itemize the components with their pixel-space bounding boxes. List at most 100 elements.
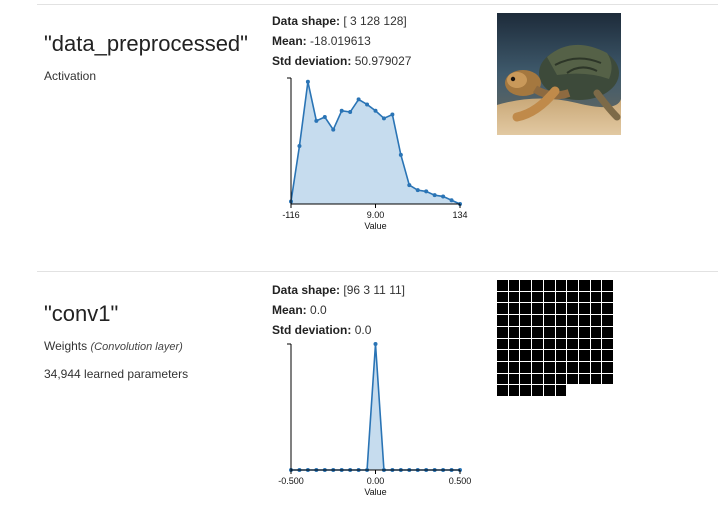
weight-filter-cell (520, 361, 532, 373)
data-point (339, 108, 344, 113)
weight-filter-cell (520, 303, 532, 315)
series-area (291, 81, 460, 204)
section-divider (37, 271, 718, 272)
weight-filter-cell (543, 280, 555, 291)
layer-type: Weights (Convolution layer) (44, 339, 183, 353)
weight-filter-cell (567, 303, 578, 315)
weight-filter-cell (590, 315, 602, 326)
weight-filter-cell (590, 338, 602, 350)
weights-histogram: -0.500 0.00 0.500 Value (278, 342, 471, 497)
weight-filter-cell (578, 315, 590, 326)
std-row: Std deviation: 50.979027 (272, 51, 411, 71)
weight-filter-cell (508, 373, 520, 385)
weight-filter-cell (590, 291, 602, 303)
weight-filter-cell (532, 361, 543, 373)
data-point (314, 118, 319, 123)
weight-filter-cell (602, 350, 614, 361)
x-axis-label: Value (364, 487, 386, 497)
weight-filter-cell (555, 315, 567, 326)
data-point (373, 342, 378, 346)
weight-filter-cell (497, 361, 508, 373)
weight-filter-cell (497, 315, 508, 326)
weight-filter-cell (532, 338, 543, 350)
weight-filter-cell (567, 326, 578, 338)
x-tick-label: 9.00 (367, 210, 385, 220)
weight-filter-cell (520, 280, 532, 291)
weight-filter-cell (532, 326, 543, 338)
data-shape-row: Data shape: [ 3 128 128] (272, 11, 411, 31)
weight-filter-cell (567, 350, 578, 361)
data-point (381, 116, 386, 121)
weight-filter-cell (578, 280, 590, 291)
weight-filter-cell (578, 326, 590, 338)
section-divider (37, 4, 718, 5)
weight-filter-cell (567, 373, 578, 385)
layer-stats: Data shape: [ 3 128 128] Mean: -18.01961… (272, 11, 411, 71)
weight-filter-cell (497, 326, 508, 338)
weight-filter-cell (567, 280, 578, 291)
weight-filter-cell (520, 291, 532, 303)
weight-filter-cell (578, 373, 590, 385)
data-point (305, 79, 310, 84)
weight-filter-cell (555, 361, 567, 373)
activation-histogram: -116 9.00 134 Value (282, 77, 468, 231)
turtle-photo-icon (497, 13, 621, 135)
data-shape-value: [ 3 128 128] (343, 14, 407, 28)
layer-type-label: Weights (44, 339, 88, 353)
x-tick-label: 0.00 (367, 476, 385, 486)
data-point (407, 183, 412, 188)
weight-filter-cell (590, 350, 602, 361)
data-point (432, 193, 437, 198)
data-point (373, 108, 378, 113)
weight-filter-cell (543, 385, 555, 397)
weight-filter-cell (508, 385, 520, 397)
learned-params: 34,944 learned parameters (44, 367, 189, 381)
weight-filter-cell (520, 315, 532, 326)
weight-filter-cell (508, 350, 520, 361)
weight-filter-cell (555, 338, 567, 350)
weight-filter-cell (520, 373, 532, 385)
x-tick-label: -116 (282, 210, 299, 220)
mean-value: 0.0 (310, 303, 327, 317)
layer-stats: Data shape: [96 3 11 11] Mean: 0.0 Std d… (272, 280, 405, 340)
weight-filter-cell (602, 361, 614, 373)
x-axis-label: Value (364, 221, 386, 231)
std-value: 0.0 (354, 323, 372, 337)
data-shape-row: Data shape: [96 3 11 11] (272, 280, 405, 300)
weight-filter-cell (508, 326, 520, 338)
weight-filter-cell (567, 361, 578, 373)
mean-label: Mean: (272, 34, 307, 48)
std-row: Std deviation: 0.0 (272, 320, 405, 340)
weight-filter-cell (543, 361, 555, 373)
weight-filter-cell (590, 326, 602, 338)
weight-filter-cell (508, 338, 520, 350)
weight-filter-cell (532, 303, 543, 315)
data-point (356, 97, 361, 102)
weight-filter-cell (555, 303, 567, 315)
data-point (398, 152, 403, 157)
weight-filter-cell (532, 315, 543, 326)
weight-filter-cell (532, 280, 543, 291)
data-point (449, 198, 454, 203)
std-label: Std deviation: (272, 323, 352, 337)
weight-filter-cell (532, 350, 543, 361)
layer-type-detail: (Convolution layer) (90, 341, 183, 353)
weight-filter-cell (578, 303, 590, 315)
layer-type: Activation (44, 69, 96, 83)
weight-filter-cell (555, 350, 567, 361)
std-label: Std deviation: (272, 54, 352, 68)
weight-filter-cell (555, 326, 567, 338)
x-tick-label: -0.500 (278, 476, 304, 486)
weight-filter-cell (555, 291, 567, 303)
weight-filter-cell (508, 361, 520, 373)
weight-filter-cell (497, 385, 508, 397)
weights-grid-icon (497, 280, 614, 397)
data-point (297, 144, 302, 149)
weight-filter-cell (532, 373, 543, 385)
weight-filter-cell (520, 350, 532, 361)
weight-filter-cell (543, 303, 555, 315)
std-value: 50.979027 (354, 54, 412, 68)
weight-filter-cell (555, 373, 567, 385)
weight-filter-cell (532, 385, 543, 397)
data-shape-label: Data shape: (272, 283, 341, 297)
